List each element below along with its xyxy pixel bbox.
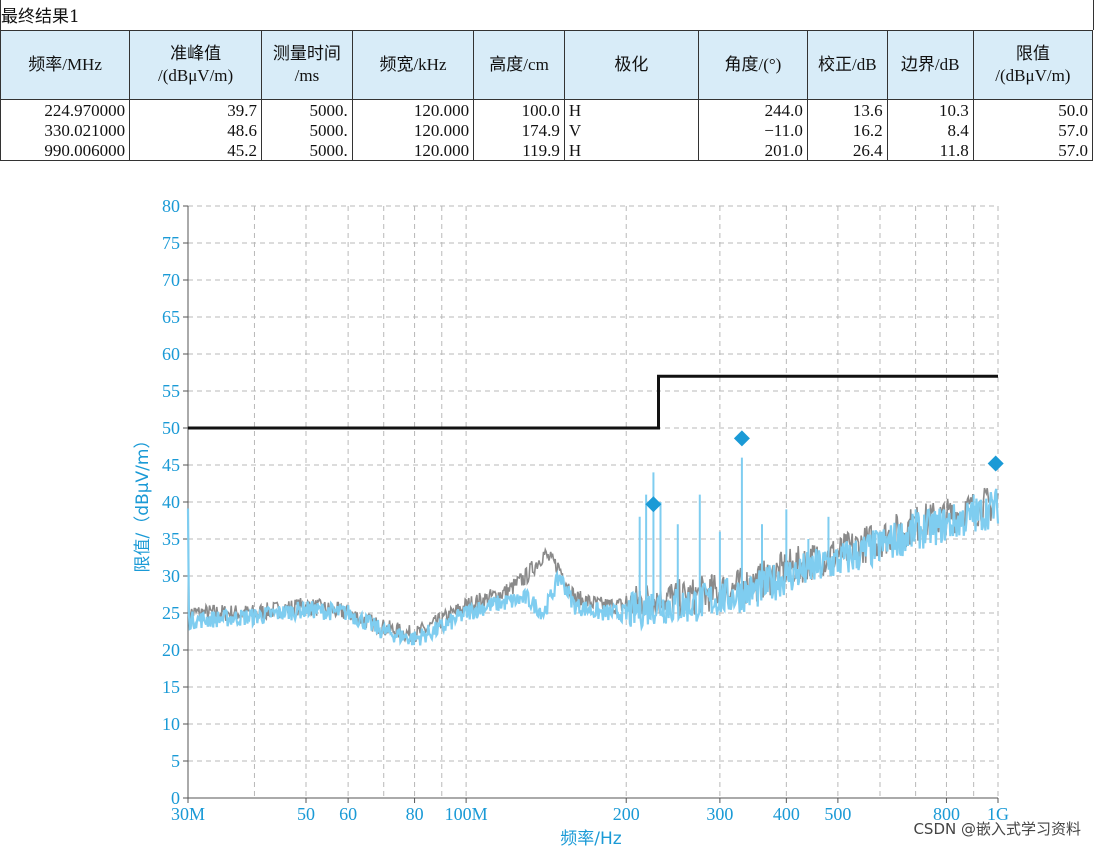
table-cell: 174.9 [473, 120, 565, 140]
y-tick-label: 30 [162, 566, 180, 586]
column-header: 极化 [563, 30, 699, 100]
table-cell: −11.0 [697, 120, 808, 140]
y-tick-label: 15 [162, 677, 180, 697]
results-title: 最终结果1 [1, 7, 80, 27]
table-row: 330.021000 48.6 5000. 120.000 174.9 V −11.0 16.… [0, 120, 1094, 140]
x-tick-label: 100M [445, 804, 488, 824]
frame-right-rule [1093, 0, 1094, 30]
x-tick-label: 1G [987, 804, 1009, 824]
table-cell: 5000. [261, 140, 353, 161]
y-tick-label: 5 [171, 751, 180, 771]
table-cell: 330.021000 [0, 120, 131, 140]
x-tick-label: 200 [613, 804, 640, 824]
table-cell: 120.000 [351, 120, 475, 140]
table-cell: H [563, 140, 699, 161]
table-cell: 11.8 [886, 140, 974, 161]
table-cell: 244.0 [697, 99, 808, 120]
emission-chart: 0 5 10 15 20 25 30 35 40 45 50 55 60 65 70 75 80 30M 50 60 8… [133, 196, 1009, 849]
y-tick-label: 45 [162, 455, 180, 475]
column-header: 准峰值/(dBμV/m) [129, 30, 263, 100]
y-tick-label: 10 [162, 714, 180, 734]
y-tick-label: 60 [162, 344, 180, 364]
y-tick-label: 65 [162, 307, 180, 327]
x-tick-label: 80 [406, 804, 424, 824]
column-header: 角度/(°) [697, 30, 808, 100]
x-tick-label: 400 [773, 804, 800, 824]
table-cell: 16.2 [806, 120, 888, 140]
x-tick-label: 30M [171, 804, 205, 824]
table-cell: 45.2 [129, 140, 263, 161]
y-axis-title: 限值/（dBμV/m） [133, 432, 153, 573]
y-tick-label: 70 [162, 270, 180, 290]
results-table: 频率/MHz 准峰值/(dBμV/m) 测量时间/ms 频宽/kHz 高度/cm 极化 角度… [0, 30, 1094, 161]
x-tick-label: 60 [339, 804, 357, 824]
table-cell: 8.4 [886, 120, 974, 140]
column-header: 频宽/kHz [351, 30, 475, 100]
table-row: 990.006000 45.2 5000. 120.000 119.9 H 201.0 26.… [0, 140, 1094, 161]
peak-marker [733, 430, 750, 447]
y-tick-label: 25 [162, 603, 180, 623]
x-axis-title: 频率/Hz [560, 829, 622, 849]
column-header: 边界/dB [886, 30, 974, 100]
table-cell: 224.970000 [0, 99, 131, 120]
table-cell: 100.0 [473, 99, 565, 120]
table-cell: H [563, 99, 699, 120]
table-cell: 120.000 [351, 99, 475, 120]
y-tick-label: 75 [162, 233, 180, 253]
y-tick-label: 40 [162, 492, 180, 512]
table-cell: 119.9 [473, 140, 565, 161]
peak-marker [645, 496, 662, 513]
column-header: 测量时间/ms [261, 30, 353, 100]
x-tick-label: 800 [933, 804, 960, 824]
table-cell: 57.0 [972, 140, 1094, 161]
y-tick-label: 35 [162, 529, 180, 549]
results-header-row: 频率/MHz 准峰值/(dBμV/m) 测量时间/ms 频宽/kHz 高度/cm 极化 角度… [0, 30, 1094, 100]
column-header: 限值/(dBμV/m) [972, 30, 1094, 100]
x-tick-label: 50 [297, 804, 315, 824]
table-cell: 5000. [261, 99, 353, 120]
table-cell: 48.6 [129, 120, 263, 140]
y-tick-label: 50 [162, 418, 180, 438]
measurement-trace [187, 487, 999, 645]
measurement-trace [186, 488, 1000, 647]
column-header: 校正/dB [806, 30, 888, 100]
y-tick-label: 20 [162, 640, 180, 660]
x-tick-label: 300 [706, 804, 733, 824]
table-cell: 26.4 [806, 140, 888, 161]
table-cell: 50.0 [972, 99, 1094, 120]
table-cell: 39.7 [129, 99, 263, 120]
table-cell: 201.0 [697, 140, 808, 161]
table-cell: 990.006000 [0, 140, 131, 161]
table-cell: 120.000 [351, 140, 475, 161]
table-cell: 10.3 [886, 99, 974, 120]
table-cell: V [563, 120, 699, 140]
results-body: 224.970000 39.7 5000. 120.000 100.0 H 244.0 13.… [0, 99, 1094, 161]
watermark: CSDN @嵌入式学习资料 [913, 820, 1081, 838]
column-header: 频率/MHz [0, 30, 131, 100]
frame-left-rule [0, 0, 1, 30]
limit-line [188, 374, 998, 430]
y-tick-label: 80 [162, 196, 180, 216]
y-tick-label: 55 [162, 381, 180, 401]
y-tick-label: 0 [171, 788, 180, 808]
column-header: 高度/cm [473, 30, 565, 100]
table-row: 224.970000 39.7 5000. 120.000 100.0 H 244.0 13.… [0, 99, 1094, 120]
x-tick-label: 500 [824, 804, 851, 824]
peak-marker [987, 455, 1004, 472]
table-cell: 13.6 [806, 99, 888, 120]
table-cell: 57.0 [972, 120, 1094, 140]
table-cell: 5000. [261, 120, 353, 140]
